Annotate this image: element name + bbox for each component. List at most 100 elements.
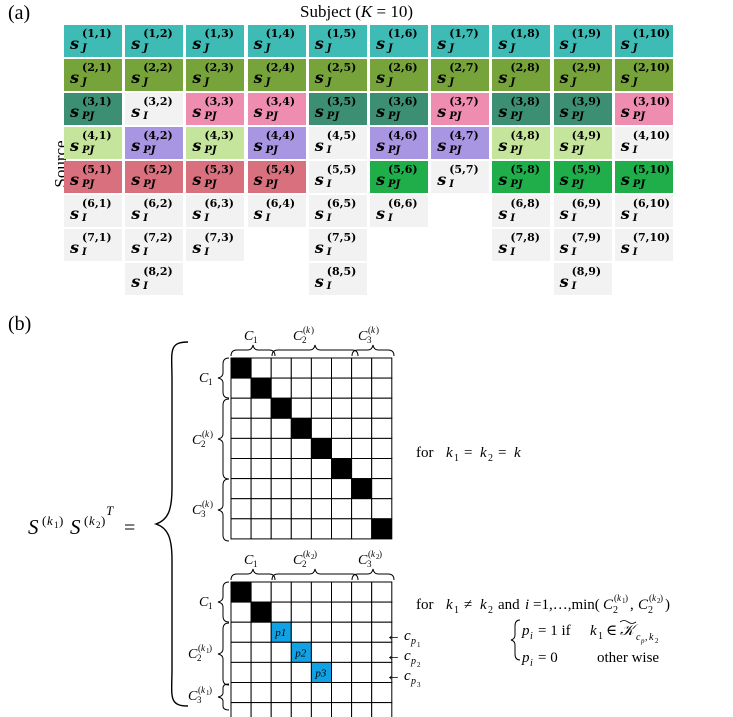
grid-cell: s (3,10) PJ [614, 93, 673, 125]
cell-index: (6,4) [265, 197, 296, 210]
matrix-cell [250, 458, 272, 480]
cell-subscript: J [510, 43, 516, 54]
matrix-cell [371, 458, 393, 480]
grid-cell: s (4,2) PJ [125, 127, 184, 159]
svg-text:C: C [188, 647, 198, 662]
cell-index: (4,2) [143, 129, 173, 142]
cell-subscript: J [82, 77, 87, 88]
svg-text:2: 2 [657, 597, 661, 605]
cell-subscript: J [449, 77, 454, 88]
cell-symbol: s [253, 136, 263, 155]
cell-symbol: s [559, 170, 569, 189]
diagonal-cell [371, 518, 393, 540]
grid-cell: s (1,3) J [186, 25, 245, 57]
cell-index: (2,7) [449, 61, 479, 74]
cell-symbol: s [620, 238, 630, 257]
cell-subscript: I [265, 213, 271, 224]
svg-text:2: 2 [417, 661, 421, 669]
grid-cell: s (4,5) I [308, 127, 367, 159]
grid-cell: s (2,5) J [308, 59, 367, 91]
matrix-cell [250, 437, 272, 459]
grid-cell: s (1,1) J [64, 25, 122, 57]
cell-subscript: I [510, 213, 516, 224]
svg-text:C: C [199, 595, 209, 610]
cell-index: (3,2) [143, 95, 173, 108]
matrix-cell [331, 621, 353, 643]
matrix-cell [270, 377, 292, 399]
cell-index: (1,8) [510, 27, 540, 40]
grid-cell: s (4,1) PJ [64, 127, 122, 159]
grid-cell: s (2,4) J [247, 59, 306, 91]
svg-text:(: ( [42, 513, 46, 528]
svg-text:): ) [314, 549, 317, 559]
matrix-cell [270, 682, 292, 704]
cell-symbol: s [70, 204, 80, 223]
svg-text:(: ( [198, 685, 201, 695]
matrix-cell [310, 641, 332, 663]
cell-symbol: s [376, 170, 386, 189]
matrix-cell [331, 357, 353, 379]
svg-text:3: 3 [201, 509, 206, 519]
svg-text:p: p [410, 676, 416, 687]
cell-subscript: PJ [143, 179, 156, 190]
svg-text:i: i [525, 597, 529, 613]
diagonal-cell [331, 458, 353, 480]
matrix-cell [270, 702, 292, 717]
svg-text:2: 2 [302, 559, 307, 569]
cell-subscript: I [571, 247, 577, 258]
cell-subscript: PJ [204, 179, 217, 190]
cell-symbol: s [192, 238, 202, 257]
cell-subscript: I [143, 111, 148, 122]
grid-cell: s (6,6) I [370, 195, 428, 227]
cell-symbol: s [70, 238, 80, 257]
svg-text:=: = [124, 517, 135, 539]
cell-symbol: s [620, 170, 630, 189]
cell-subscript: I [326, 145, 332, 156]
svg-text:2: 2 [488, 605, 493, 616]
cell-symbol: s [131, 68, 141, 87]
matrix-cell [351, 641, 373, 663]
matrix-cell [351, 498, 373, 520]
cell-index: (3,9) [571, 95, 602, 108]
matrix-cell [351, 661, 373, 684]
svg-text:C: C [293, 329, 303, 344]
svg-text:(: ( [303, 549, 306, 559]
cell-index: (4,10) [632, 129, 670, 142]
cell-symbol: s [498, 68, 508, 87]
cell-symbol: s [253, 68, 263, 87]
cell-index: (2,1) [82, 61, 112, 74]
cell-index: (4,3) [204, 129, 234, 142]
matrix-cell [331, 661, 353, 684]
cell-index: (3,6) [388, 95, 418, 108]
matrix-cell [230, 661, 252, 684]
cell-subscript: I [326, 247, 332, 258]
p-label: p2 [294, 647, 307, 659]
cell-index: (5,5) [326, 163, 357, 176]
svg-text:S: S [28, 515, 39, 539]
svg-text:1: 1 [417, 641, 421, 649]
cell-index: (4,7) [449, 129, 479, 142]
matrix-cell [250, 357, 272, 379]
svg-text:(: ( [84, 513, 88, 528]
cell-index: (4,8) [510, 129, 540, 142]
cell-subscript: J [143, 43, 148, 54]
cell-index: (3,3) [204, 95, 234, 108]
svg-text:): ) [665, 597, 670, 613]
grid-cell: s (2,8) J [492, 59, 551, 91]
svg-text:p: p [521, 623, 530, 639]
matrix-cell [331, 417, 353, 439]
lhs-equation: S ( k 1 ) S ( k 2 ) T = [28, 503, 135, 539]
cell-symbol: s [253, 170, 263, 189]
cell-subscript: I [571, 281, 577, 292]
cell-subscript: PJ [265, 179, 278, 190]
grid-cell: s (1,10) J [614, 25, 673, 57]
cell-subscript: I [326, 281, 332, 292]
svg-text:←: ← [386, 668, 401, 684]
cell-symbol: s [131, 34, 141, 53]
svg-text:3: 3 [367, 335, 372, 345]
svg-text:=1,…,min(: =1,…,min( [533, 597, 600, 613]
cell-index: (1,4) [265, 27, 296, 40]
cell-subscript: J [571, 77, 577, 88]
